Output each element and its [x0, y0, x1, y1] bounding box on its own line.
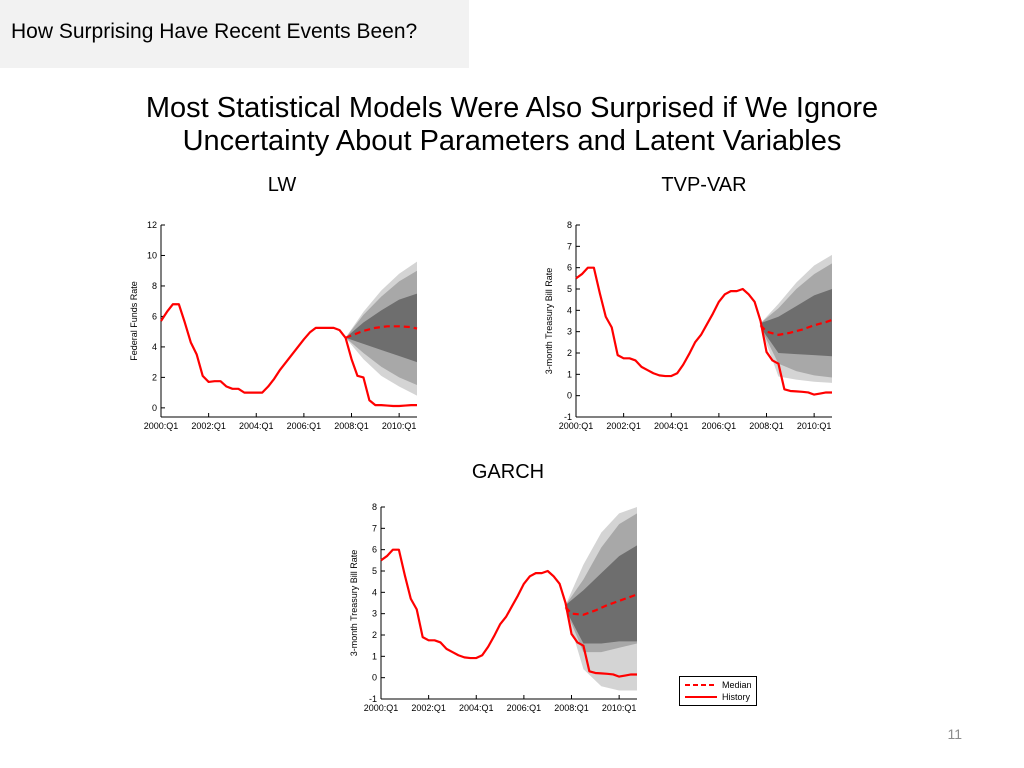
chart-tvp-var: -1 0 1 2 3 4 5 6 7 8 2000:Q1 2002:Q1 2004:Q1 2006:Q1 2…	[544, 220, 833, 431]
lw-y-tick-label: 12	[147, 220, 157, 230]
chart-heading-garch: GARCH	[471, 461, 545, 483]
tvp-var-y-tick-label: 6	[567, 263, 572, 273]
chart-garch: -1 0 1 2 3 4 5 6 7 8 2000:Q1 2002:Q1 2004:Q1 2006:Q1 2…	[349, 502, 638, 713]
chart-lw: 0 2 4 6 8 10 12 2000:Q1 2002:Q1 2004:Q1 2006:Q1 200…	[129, 220, 418, 431]
section-header-box: How Surprising Have Recent Events Been?	[0, 0, 469, 68]
lw-x-tick-label: 2002:Q1	[191, 421, 226, 431]
tvp-var-band-inner	[760, 289, 832, 357]
legend-item-history: History	[684, 691, 750, 703]
garch-y-tick-label: 4	[372, 587, 377, 597]
garch-y-tick-label: 5	[372, 566, 377, 576]
lw-y-tick-label: 0	[152, 403, 157, 413]
garch-x-tick-label: 2008:Q1	[554, 703, 589, 713]
legend-item-median: Median	[684, 679, 752, 691]
tvp-var-y-tick-label: 1	[567, 369, 572, 379]
legend-history-label: History	[722, 692, 751, 702]
legend-history-swatch	[685, 696, 717, 698]
garch-y-tick-label: 3	[372, 609, 377, 619]
tvp-var-x-tick-label: 2004:Q1	[654, 421, 689, 431]
tvp-var-y-axis-label: 3-month Treasury Bill Rate	[544, 268, 554, 375]
garch-y-tick-label: 6	[372, 545, 377, 555]
tvp-var-x-tick-label: 2000:Q1	[559, 421, 594, 431]
lw-x-tick-label: 2008:Q1	[334, 421, 369, 431]
chart-legend: Median History	[679, 676, 757, 706]
tvp-var-y-tick-label: 0	[567, 391, 572, 401]
slide-title-line-2: Uncertainty About Parameters and Latent …	[182, 125, 842, 157]
tvp-var-x-tick-label: 2010:Q1	[797, 421, 832, 431]
lw-x-tick-label: 2006:Q1	[287, 421, 322, 431]
lw-y-tick-label: 2	[152, 372, 157, 382]
garch-x-tick-label: 2006:Q1	[507, 703, 542, 713]
tvp-var-y-tick-label: 4	[567, 305, 572, 315]
legend-median-label: Median	[722, 680, 752, 690]
tvp-var-y-tick-label: -1	[564, 412, 572, 422]
section-label: How Surprising Have Recent Events Been?	[11, 20, 418, 43]
slide-title: Most Statistical Models Were Also Surpri…	[0, 92, 1024, 158]
garch-band-inner	[565, 545, 637, 644]
lw-y-axis-label: Federal Funds Rate	[129, 281, 139, 361]
garch-series-median-line	[564, 593, 638, 616]
page-number: 11	[947, 726, 962, 742]
tvp-var-y-tick-label: 7	[567, 241, 572, 251]
tvp-var-y-tick-label: 2	[567, 348, 572, 358]
tvp-var-series-median-line	[759, 318, 833, 336]
lw-band-inner	[345, 293, 417, 363]
garch-y-tick-label: 0	[372, 673, 377, 683]
lw-y-tick-label: 8	[152, 281, 157, 291]
garch-x-tick-label: 2010:Q1	[602, 703, 637, 713]
tvp-var-series-history-line	[575, 266, 832, 396]
garch-x-tick-label: 2002:Q1	[411, 703, 446, 713]
garch-y-tick-label: 2	[372, 630, 377, 640]
garch-y-axis-label: 3-month Treasury Bill Rate	[349, 550, 359, 657]
garch-x-tick-label: 2004:Q1	[459, 703, 494, 713]
lw-y-tick-label: 10	[147, 250, 157, 260]
chart-heading-lw: LW	[267, 174, 297, 196]
garch-y-tick-label: 8	[372, 502, 377, 512]
tvp-var-y-tick-label: 3	[567, 327, 572, 337]
lw-y-tick-label: 4	[152, 342, 157, 352]
lw-series-median-line	[345, 325, 418, 339]
garch-y-tick-label: 1	[372, 651, 377, 661]
lw-x-tick-label: 2004:Q1	[239, 421, 274, 431]
tvp-var-x-tick-label: 2008:Q1	[749, 421, 784, 431]
tvp-var-y-tick-label: 5	[567, 284, 572, 294]
garch-x-tick-label: 2000:Q1	[364, 703, 399, 713]
lw-y-tick-label: 6	[152, 311, 157, 321]
lw-x-tick-label: 2000:Q1	[144, 421, 179, 431]
slide-title-line-1: Most Statistical Models Were Also Surpri…	[145, 92, 879, 124]
legend-median-swatch	[685, 684, 717, 686]
garch-y-tick-label: 7	[372, 523, 377, 533]
tvp-var-x-tick-label: 2006:Q1	[702, 421, 737, 431]
garch-series-history-line	[380, 548, 637, 678]
chart-heading-tvp-var: TVP-VAR	[661, 174, 747, 196]
tvp-var-y-tick-label: 8	[567, 220, 572, 230]
tvp-var-x-tick-label: 2002:Q1	[606, 421, 641, 431]
lw-x-tick-label: 2010:Q1	[382, 421, 417, 431]
garch-y-tick-label: -1	[369, 694, 377, 704]
lw-series-history-line	[160, 303, 417, 408]
